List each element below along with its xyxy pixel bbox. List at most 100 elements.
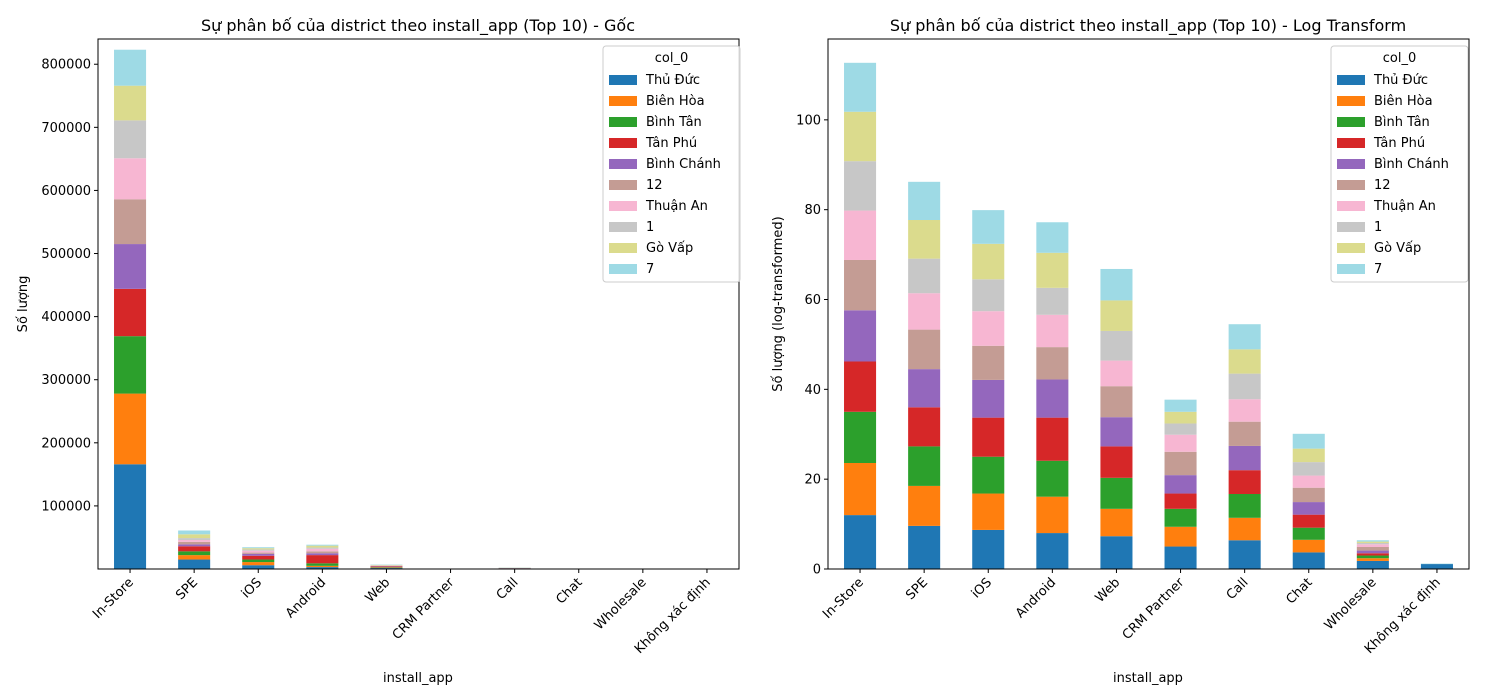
- bar-segment: [1100, 508, 1133, 537]
- bar-segment: [178, 530, 211, 535]
- bar-segment: [844, 161, 877, 211]
- bar-segment: [1292, 539, 1325, 553]
- bar-segment: [306, 553, 339, 556]
- legend-label: Bình Tân: [646, 115, 702, 130]
- y-tick-label: 40: [804, 383, 821, 398]
- bar-segment: [306, 555, 339, 564]
- bar-segment: [1100, 477, 1133, 509]
- bar-segment: [972, 456, 1005, 494]
- bar-segment: [242, 555, 275, 560]
- bar-segment: [1228, 493, 1261, 518]
- chart-title: Sự phân bố của district theo install_app…: [890, 16, 1406, 36]
- bar-segment: [1420, 564, 1453, 569]
- y-ticks: 100000 200000 300000 400000 500000 600000 7000…: [41, 58, 98, 514]
- bar-segment: [1292, 502, 1325, 515]
- bar-segment: [844, 259, 877, 311]
- bar-segment: [306, 547, 339, 549]
- y-tick-label: 200000: [41, 436, 91, 451]
- legend-label: Bình Chánh: [646, 157, 721, 172]
- bar-segment: [306, 567, 339, 569]
- y-tick-label: 60: [804, 293, 821, 308]
- bar-segment: [1356, 555, 1389, 559]
- bar-segment: [114, 120, 147, 159]
- bar-segment: [1228, 399, 1261, 422]
- bar-segment: [178, 544, 211, 547]
- y-tick-label: 500000: [41, 247, 91, 262]
- bar-segment: [1228, 349, 1261, 374]
- bar-segment: [306, 548, 339, 552]
- bar-segment: [1164, 546, 1197, 569]
- bar-segment: [114, 244, 147, 289]
- bar-segment: [306, 551, 339, 554]
- bar-segment: [1292, 527, 1325, 540]
- bar-segment: [1164, 475, 1197, 494]
- bar-segment: [178, 559, 211, 569]
- bar-segment: [972, 243, 1005, 280]
- bar-segment: [1292, 552, 1325, 569]
- x-axis-label: install_app: [1113, 671, 1183, 686]
- bar-segment: [1100, 268, 1133, 301]
- legend-label: Gò Vấp: [1374, 241, 1421, 256]
- chart-title: Sự phân bố của district theo install_app…: [201, 16, 635, 36]
- bar-segment: [1164, 508, 1197, 527]
- bar-segment: [1228, 517, 1261, 541]
- bar-segment: [1164, 451, 1197, 476]
- legend-title: col_0: [1383, 51, 1416, 66]
- bar-segment: [370, 567, 403, 568]
- bar-segment: [908, 293, 941, 330]
- legend-title: col_0: [655, 51, 688, 66]
- bar-segment: [1356, 550, 1389, 554]
- bar-segment: [1292, 462, 1325, 476]
- legend-box: [1330, 45, 1469, 283]
- bar-segment: [1228, 373, 1261, 400]
- legend-label: 1: [646, 220, 654, 235]
- bar-segment: [1164, 411, 1197, 424]
- bar-segment: [972, 210, 1005, 244]
- bar-segment: [178, 534, 211, 539]
- bar-segment: [1164, 526, 1197, 547]
- bar-segment: [972, 379, 1005, 418]
- bar-segment: [306, 563, 339, 566]
- bar-segment: [972, 311, 1005, 346]
- bar-segment: [306, 565, 339, 568]
- legend-label: 12: [646, 178, 663, 193]
- bar-segment: [1036, 379, 1069, 418]
- bar-segment: [1356, 560, 1389, 569]
- bar-segment: [178, 539, 211, 542]
- legend-swatch: [1337, 201, 1365, 211]
- legend-label: Bình Chánh: [1374, 157, 1449, 172]
- legend-swatch: [1337, 180, 1365, 190]
- bar-segment: [1356, 558, 1389, 561]
- bar-segment: [1036, 314, 1069, 348]
- bar-segment: [1292, 448, 1325, 463]
- legend-swatch: [609, 75, 637, 85]
- bar-segment: [1036, 222, 1069, 253]
- legend-label: Tân Phú: [1373, 136, 1425, 151]
- bar-segment: [114, 85, 147, 121]
- bar-segment: [1100, 330, 1133, 361]
- bar-segment: [1036, 533, 1069, 569]
- bar-segment: [908, 369, 941, 408]
- bar-segment: [908, 329, 941, 370]
- legend-swatch: [609, 159, 637, 169]
- bar-segment: [844, 515, 877, 569]
- legend-label: Thủ Đức: [1373, 73, 1428, 88]
- legend-label: 1: [1374, 220, 1382, 235]
- legend-swatch: [1337, 222, 1365, 232]
- y-tick-label: 300000: [41, 373, 91, 388]
- bar-segment: [844, 111, 877, 162]
- bar-segment: [242, 559, 275, 563]
- bar-segment: [908, 485, 941, 526]
- bar-segment: [1164, 399, 1197, 412]
- bar-segment: [844, 463, 877, 516]
- bars: [844, 62, 1453, 569]
- bar-segment: [1036, 347, 1069, 380]
- bar-segment: [908, 181, 941, 221]
- bar-segment: [242, 553, 275, 556]
- bar-segment: [242, 565, 275, 569]
- bar-segment: [844, 62, 877, 112]
- bar-segment: [114, 158, 147, 200]
- legend-swatch: [609, 117, 637, 127]
